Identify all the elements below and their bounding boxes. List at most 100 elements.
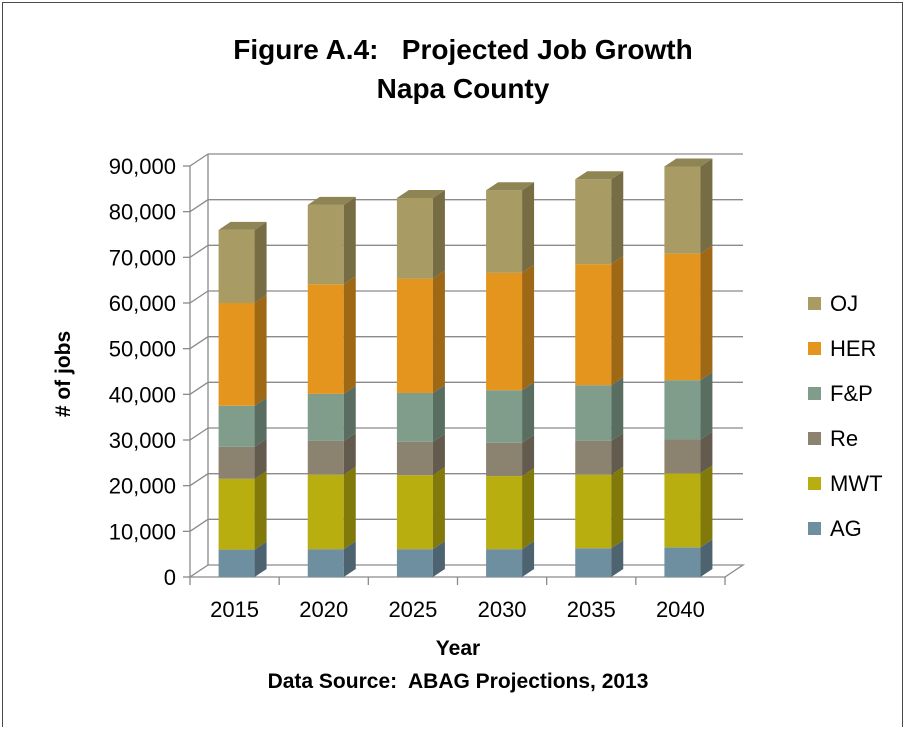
bar-segment-front <box>575 440 612 475</box>
y-tick-label: 30,000 <box>109 428 176 453</box>
y-tick-label: 80,000 <box>109 200 176 225</box>
bar-top <box>396 189 445 198</box>
bar-segment-front <box>664 253 701 381</box>
bar-segment-side <box>522 434 535 477</box>
bar-segment-front <box>664 380 701 440</box>
bar-segment-side <box>343 432 356 475</box>
bar-segment-front <box>396 549 433 577</box>
bar-segment-front <box>396 197 433 279</box>
bar-segment-front <box>575 179 612 265</box>
legend-swatch <box>808 522 821 535</box>
y-tick-label: 10,000 <box>109 519 176 544</box>
bar-segment-side <box>432 433 445 476</box>
gridline-slant <box>189 473 209 487</box>
bar-segment-side <box>254 221 267 303</box>
bar-segment-side <box>343 276 356 394</box>
legend-label: AG <box>830 516 862 541</box>
legend: OJ HER F&P Re MWT AG <box>808 291 883 541</box>
gridline-slant <box>189 199 209 213</box>
bar-segment-side <box>700 539 713 577</box>
bar-segment-front <box>575 385 612 441</box>
bar-segment-front <box>218 549 255 577</box>
legend-swatch <box>808 297 821 310</box>
bar-segment-front <box>396 441 433 476</box>
bar-segment-side <box>522 468 535 550</box>
gridlines <box>189 153 743 532</box>
y-tick-label: 50,000 <box>109 337 176 362</box>
bar-segment-front <box>307 393 344 441</box>
legend-label: F&P <box>830 381 873 406</box>
y-tick-label: 20,000 <box>109 474 176 499</box>
bar-top <box>575 171 624 180</box>
bar-segment-front <box>664 473 701 548</box>
bar-segment-side <box>254 397 267 447</box>
bar-segment-side <box>700 372 713 440</box>
x-tick-label: 2035 <box>567 597 616 622</box>
bar-segment-front <box>664 166 701 254</box>
bar-segment-side <box>700 465 713 548</box>
floor <box>187 564 746 578</box>
bar-segment-side <box>700 431 713 474</box>
axes <box>183 154 746 585</box>
y-tick-label: 60,000 <box>109 291 176 316</box>
bar-segment-side <box>700 158 713 254</box>
bar-top <box>486 182 535 191</box>
gridline-slant <box>189 518 209 532</box>
y-tick-label: 0 <box>164 565 176 590</box>
data-source-note: Data Source: ABAG Projections, 2013 <box>268 670 649 693</box>
bar-segment-side <box>432 384 445 442</box>
bar-segment-front <box>396 392 433 442</box>
bar-segment-front <box>486 272 523 391</box>
bars <box>218 158 713 577</box>
legend-label: HER <box>830 336 876 361</box>
bar-segment-side <box>432 270 445 393</box>
bar-segment-front <box>486 549 523 577</box>
bar-segment-side <box>611 377 624 441</box>
bar-segment-side <box>611 540 624 577</box>
bar-segment-front <box>575 264 612 386</box>
bar-segment-front <box>218 229 255 303</box>
gridline-slant <box>189 290 209 304</box>
bar-segment-front <box>218 478 255 550</box>
bar-segment-side <box>343 466 356 550</box>
bar-segment-side <box>522 541 535 577</box>
bar-segment-side <box>343 541 356 577</box>
bar-segment-front <box>307 284 344 394</box>
bar-segment-side <box>700 245 713 381</box>
legend-label: Re <box>830 426 858 451</box>
bar-segment-side <box>611 466 624 549</box>
bar-segment-front <box>664 439 701 474</box>
bar-segment-side <box>432 189 445 279</box>
y-tick-label: 70,000 <box>109 245 176 270</box>
bar-segment-side <box>343 196 356 285</box>
bar-segment-front <box>218 303 255 406</box>
x-tick-label: 2025 <box>388 597 437 622</box>
x-tick-label: 2020 <box>299 597 348 622</box>
gridline-slant <box>189 244 209 258</box>
bar-segment-side <box>611 171 624 265</box>
bar-segment-side <box>611 256 624 386</box>
bar-segment-side <box>522 182 535 273</box>
bar-segment-side <box>432 541 445 577</box>
legend-swatch <box>808 387 821 400</box>
legend-swatch <box>808 342 821 355</box>
y-tick-label: 40,000 <box>109 382 176 407</box>
bar-segment-side <box>254 438 267 479</box>
bar-segment-side <box>611 432 624 475</box>
bar-top <box>664 158 713 167</box>
x-tick-label: 2030 <box>478 597 527 622</box>
bar-segment-side <box>343 385 356 441</box>
bar-segment-front <box>486 190 523 273</box>
x-tick-label: 2040 <box>656 597 705 622</box>
gridline-slant <box>189 336 209 350</box>
chart-frame <box>2 2 903 727</box>
y-tick-label: 90,000 <box>109 154 176 179</box>
bar-segment-front <box>396 278 433 393</box>
bar-segment-front <box>486 442 523 477</box>
x-axis-title: Year <box>436 637 480 660</box>
bar-segment-front <box>307 204 344 285</box>
bar-segment-front <box>575 548 612 577</box>
gridline-slant <box>189 153 209 167</box>
bar-top <box>307 196 356 205</box>
